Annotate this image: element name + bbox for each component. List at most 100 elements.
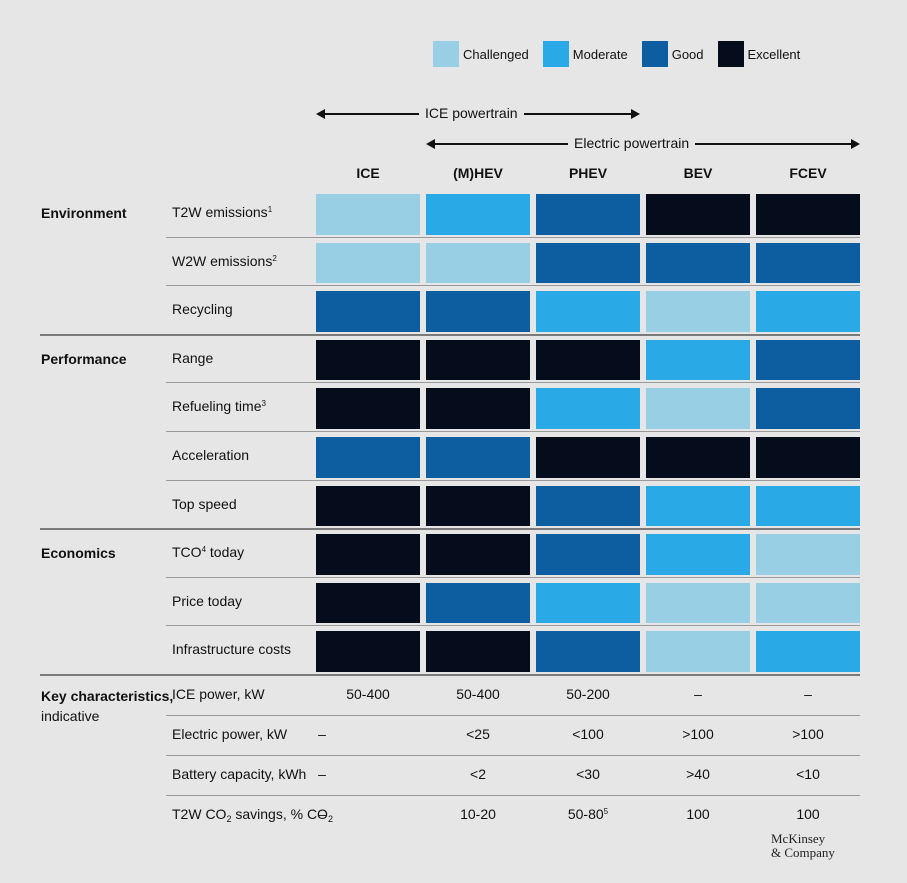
row-label: Price today [172, 592, 243, 609]
rating-cell [646, 194, 750, 235]
characteristic-value: >40 [686, 766, 710, 782]
rating-cell [756, 242, 860, 284]
column-header: BEV [683, 165, 713, 181]
row-label: W2W emissions2 [172, 252, 277, 269]
row-divider [166, 625, 860, 627]
characteristic-value: >100 [682, 726, 714, 742]
row-divider [40, 333, 860, 336]
category-label: Performance [41, 350, 127, 367]
rating-cell [756, 339, 860, 381]
row-divider [166, 479, 860, 481]
rating-cell [316, 631, 420, 672]
rating-cell [536, 388, 640, 429]
row-divider [166, 576, 860, 578]
row-label: Recycling [172, 301, 233, 318]
rating-cell [646, 437, 750, 478]
row-label: T2W emissions1 [172, 204, 273, 220]
rating-cell [316, 194, 420, 235]
legend-swatch [641, 41, 668, 67]
row-label: Range [172, 349, 214, 366]
rating-cell [646, 582, 750, 624]
legend: Challenged Moderate Good Excellent [433, 41, 814, 67]
rating-cell [426, 194, 530, 235]
legend-label: Excellent [747, 46, 801, 62]
rating-cell [756, 631, 860, 672]
category-label: Environment [41, 205, 127, 221]
characteristic-value: <100 [572, 726, 604, 742]
characteristic-value: – [694, 686, 702, 702]
rating-cell [536, 291, 640, 332]
row-divider [166, 382, 860, 384]
rating-cell [646, 485, 750, 527]
legend-label: Challenged [463, 46, 529, 62]
rating-cell [536, 631, 640, 672]
category-label: Economics [41, 545, 116, 562]
rating-cell [426, 534, 530, 575]
row-label: TCO4 today [172, 544, 245, 561]
row-label: Top speed [172, 495, 237, 512]
row-divider [166, 236, 860, 238]
characteristic-value: – [318, 766, 326, 782]
rating-cell [536, 339, 640, 381]
electric-powertrain-label: Electric powertrain [568, 135, 696, 151]
characteristic-value: <10 [796, 766, 820, 782]
rating-cell [426, 388, 530, 429]
row-label: Battery capacity, kWh [172, 766, 307, 782]
row-label: Infrastructure costs [172, 641, 292, 658]
rating-cell [756, 194, 860, 235]
row-divider [40, 674, 860, 676]
ice-powertrain-arrow: ICE powertrain [316, 105, 640, 122]
rating-cell [646, 388, 750, 429]
rating-cell [536, 437, 640, 478]
rating-cell [426, 485, 530, 527]
rating-cell [756, 291, 860, 332]
legend-label: Moderate [572, 46, 628, 62]
rating-cell [646, 534, 750, 575]
rating-cell [646, 291, 750, 332]
legend-item-moderate: Moderate [542, 41, 628, 67]
rating-cell [316, 534, 420, 575]
mckinsey-logo: McKinsey & Company [771, 832, 835, 860]
row-label: Refueling time3 [172, 398, 266, 415]
rating-cell [646, 242, 750, 284]
characteristic-value: – [318, 806, 326, 822]
characteristic-value: 100 [686, 806, 710, 822]
legend-swatch [433, 41, 459, 67]
rating-cell [756, 388, 860, 429]
characteristic-value: 50-805 [567, 806, 609, 822]
rating-cell [536, 485, 640, 527]
rating-cell [426, 437, 530, 478]
rating-cell [646, 631, 750, 672]
column-header: PHEV [568, 165, 608, 181]
rating-cell [756, 437, 860, 478]
row-label: Acceleration [172, 447, 250, 463]
rating-cell [426, 631, 530, 672]
rating-cell [426, 582, 530, 624]
characteristic-value: 50-400 [346, 686, 390, 702]
column-header: (M)HEV [453, 165, 503, 181]
rating-cell [536, 242, 640, 284]
row-divider [166, 715, 860, 716]
legend-item-good: Good [641, 41, 704, 67]
rating-cell [536, 194, 640, 235]
row-divider [166, 431, 860, 432]
rating-cell [316, 242, 420, 284]
characteristic-value: >100 [792, 726, 824, 742]
legend-label: Good [671, 46, 704, 62]
column-header: FCEV [789, 165, 827, 181]
rating-cell [536, 534, 640, 575]
characteristic-value: <30 [576, 766, 600, 782]
rating-cell [316, 388, 420, 429]
characteristic-value: – [318, 726, 326, 742]
logo-line-2: & Company [771, 845, 835, 860]
electric-powertrain-arrow: Electric powertrain [426, 135, 860, 152]
rating-cell [536, 582, 640, 624]
legend-item-challenged: Challenged [433, 41, 529, 67]
column-header: ICE [356, 165, 380, 181]
row-label: T2W CO2 savings, % CO2 [172, 806, 333, 824]
rating-cell [316, 485, 420, 527]
characteristic-value: <25 [466, 726, 490, 742]
characteristic-value: 50-200 [566, 686, 610, 702]
row-label: Electric power, kW [172, 726, 288, 742]
legend-swatch [717, 41, 744, 67]
